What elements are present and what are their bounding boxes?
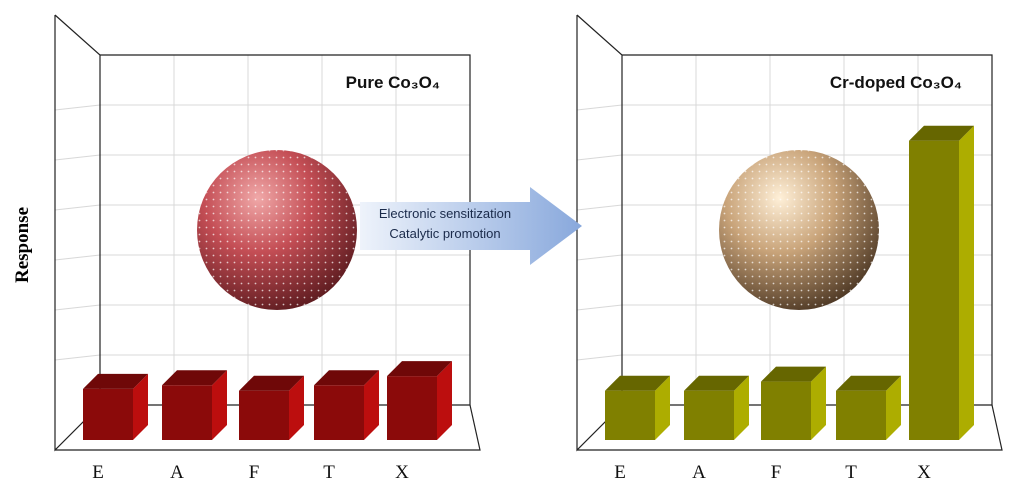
- bar: [162, 385, 212, 440]
- wall-grid: [577, 155, 622, 160]
- wall-grid: [55, 305, 100, 310]
- x-tick-label: F: [771, 462, 782, 483]
- x-tick-label: F: [249, 462, 260, 483]
- chart-title: Pure Co₃O₄: [346, 73, 440, 92]
- wall-grid: [55, 155, 100, 160]
- bar: [761, 382, 811, 440]
- x-tick-label: A: [692, 462, 706, 483]
- x-tick-label: T: [323, 462, 335, 483]
- bar: [909, 141, 959, 440]
- bar: [83, 389, 133, 440]
- x-tick-label: X: [917, 462, 931, 483]
- bar-side: [959, 126, 974, 440]
- wall-grid: [577, 355, 622, 360]
- wall-grid: [577, 105, 622, 110]
- bar: [314, 385, 364, 440]
- wall-grid: [577, 205, 622, 210]
- arrow: Electronic sensitization Catalytic promo…: [360, 187, 582, 265]
- wall-grid: [55, 355, 100, 360]
- sphere-texture: [719, 150, 879, 310]
- x-tick-label: T: [845, 462, 857, 483]
- x-tick-label: E: [92, 462, 104, 483]
- wall-grid: [577, 305, 622, 310]
- x-tick-label: X: [395, 462, 409, 483]
- bar: [239, 391, 289, 440]
- x-tick-label: E: [614, 462, 626, 483]
- x-tick-label: A: [170, 462, 184, 483]
- chart-title: Cr-doped Co₃O₄: [830, 73, 962, 92]
- bar: [605, 391, 655, 440]
- bar: [387, 376, 437, 440]
- bar: [684, 391, 734, 440]
- sphere-texture: [197, 150, 357, 310]
- y-axis-label: Response: [12, 207, 33, 283]
- chart: Cr-doped Co₃O₄ E A F T X: [577, 15, 1002, 483]
- wall-grid: [577, 255, 622, 260]
- wall-grid: [55, 105, 100, 110]
- wall-grid: [55, 205, 100, 210]
- wall-grid: [55, 255, 100, 260]
- figure: Response Pure Co₃O₄ E A F T X Cr-doped Co₃O₄ E A…: [0, 0, 1010, 483]
- bar: [836, 391, 886, 440]
- arrow-text: Electronic sensitization: [379, 206, 511, 221]
- arrow-text: Catalytic promotion: [389, 226, 500, 241]
